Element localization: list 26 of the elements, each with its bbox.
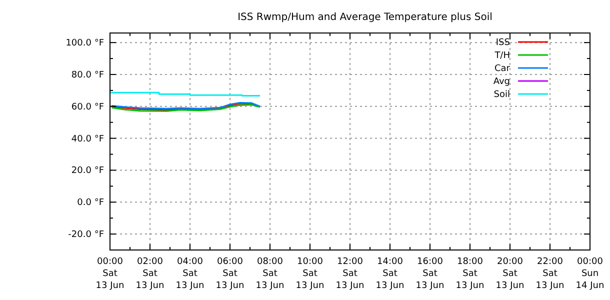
legend-label: Car	[494, 64, 510, 74]
legend-label: Soil	[494, 90, 510, 100]
y-tick-label: 20.0 °F	[71, 166, 104, 176]
x-tick-label: 10:00 Sat 13 Jun	[296, 257, 324, 291]
x-tick-label: 20:00 Sat 13 Jun	[496, 257, 524, 291]
chart-title: ISS Rwmp/Hum and Average Temperature plus Soil	[238, 12, 492, 23]
x-tick-label: 12:00 Sat 13 Jun	[336, 257, 364, 291]
x-tick-label: 08:00 Sat 13 Jun	[256, 257, 284, 291]
x-tick-label: 18:00 Sat 13 Jun	[456, 257, 484, 291]
x-tick-label: 06:00 Sat 13 Jun	[216, 257, 244, 291]
x-tick-label: 14:00 Sat 13 Jun	[376, 257, 404, 291]
x-tick-label: 04:00 Sat 13 Jun	[176, 257, 204, 291]
legend-label: T/H	[494, 51, 510, 61]
x-tick-label: 02:00 Sat 13 Jun	[136, 257, 164, 291]
legend-label: Avg	[493, 77, 510, 87]
x-tick-label: 16:00 Sat 13 Jun	[416, 257, 444, 291]
x-tick-label: 00:00 Sat 13 Jun	[96, 257, 124, 291]
y-tick-label: 60.0 °F	[71, 102, 104, 112]
x-tick-label: 00:00 Sun 14 Jun	[576, 257, 604, 291]
x-tick-label: 22:00 Sat 13 Jun	[536, 257, 564, 291]
y-tick-label: 40.0 °F	[71, 134, 104, 144]
y-tick-label: 100.0 °F	[66, 38, 104, 49]
y-tick-label: 0.0 °F	[77, 198, 104, 208]
y-tick-label: 80.0 °F	[71, 70, 104, 80]
legend-label: ISS	[496, 38, 510, 48]
y-tick-label: -20.0 °F	[68, 230, 104, 240]
